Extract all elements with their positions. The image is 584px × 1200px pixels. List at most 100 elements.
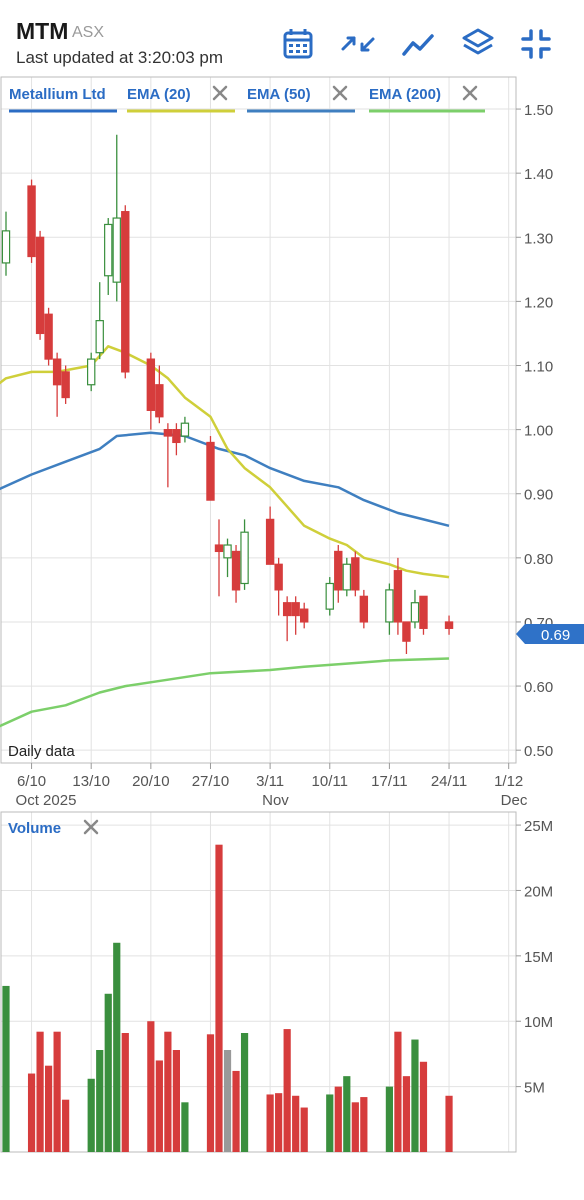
candle-body (1, 230, 11, 264)
volume-legend-label: Volume (8, 820, 61, 837)
legend-label: EMA (50) (247, 86, 311, 103)
candle-body (52, 358, 62, 386)
x-tick-label: 10/11 (312, 773, 348, 790)
volume-bar (113, 942, 121, 1152)
candle-body (419, 595, 428, 629)
remove-legend-button[interactable] (462, 85, 478, 101)
price-panel-frame (0, 76, 517, 764)
x-tick-label: 13/10 (72, 773, 110, 790)
candle (61, 365, 70, 404)
candle-body (35, 236, 45, 335)
candle (112, 134, 121, 302)
candle-body (146, 358, 156, 411)
candle-body (342, 563, 352, 591)
volume-bar (27, 1073, 36, 1152)
x-tick-label: 20/10 (132, 773, 170, 790)
candle-body (300, 608, 309, 623)
minimize-button[interactable] (516, 24, 556, 64)
price-y-tick-label: 1.30 (524, 230, 553, 247)
candle (351, 551, 360, 597)
candle (325, 577, 334, 616)
remove-volume-button[interactable] (83, 819, 99, 835)
price-y-tick-label: 0.50 (524, 743, 553, 760)
candle-body (240, 531, 249, 585)
candle-body (274, 563, 283, 591)
candle (342, 557, 352, 597)
candle-body (180, 422, 190, 437)
x-tick-label: 27/10 (192, 773, 230, 790)
ticker-symbol: MTM (16, 18, 69, 44)
volume-bar (326, 1094, 334, 1152)
last-price-value: 0.69 (541, 627, 570, 644)
volume-bar (147, 1021, 155, 1152)
x-tick-label: 6/10 (17, 773, 46, 790)
remove-legend-button[interactable] (332, 85, 348, 101)
candle (282, 596, 292, 642)
chart-type-button[interactable] (398, 24, 438, 64)
price-y-tick-label: 1.40 (524, 166, 553, 183)
candle (44, 307, 53, 366)
candle-body (163, 429, 173, 437)
legend-item-1: EMA (20) (127, 85, 235, 113)
compress-button[interactable] (338, 24, 378, 64)
candle (180, 416, 190, 443)
volume-bar (215, 844, 223, 1152)
volume-bar (394, 1031, 402, 1152)
last-price-tag-bg (516, 624, 584, 644)
calendar-button[interactable] (278, 24, 318, 64)
price-y-tick-label: 1.20 (524, 294, 553, 311)
candle-body (112, 217, 121, 283)
legend-item-2: EMA (50) (247, 85, 355, 113)
chart-legend: Metallium Ltd EMA (20) EMA (50) EMA (200) (9, 85, 485, 113)
legend-label: EMA (200) (369, 86, 441, 103)
legend-label: EMA (20) (127, 86, 191, 103)
minimize-icon (521, 29, 551, 59)
candle (334, 545, 343, 603)
candle (223, 538, 232, 578)
volume-bar (334, 1086, 342, 1152)
volume-y-tick-label: 25M (524, 818, 553, 835)
candle-body (27, 185, 36, 258)
candle-body (61, 371, 70, 399)
x-tick-label: 17/11 (371, 773, 407, 790)
volume-bar (300, 1107, 308, 1152)
candle-body (359, 595, 369, 623)
calendar-icon (283, 29, 313, 59)
remove-legend-button[interactable] (212, 85, 228, 101)
volume-y-tick-label: 20M (524, 883, 553, 900)
candle-body (104, 223, 113, 277)
layers-button[interactable] (458, 24, 498, 64)
candle-body (44, 313, 53, 360)
volume-bar (164, 1031, 172, 1152)
price-y-tick-label: 0.80 (524, 551, 553, 568)
candle-body (214, 544, 224, 553)
daily-data-label: Daily data (8, 743, 75, 760)
price-y-tick-label: 0.90 (524, 487, 553, 504)
candle-body (172, 429, 181, 444)
candle-body (334, 550, 343, 591)
candle-body (231, 550, 241, 591)
price-y-tick-label: 1.10 (524, 359, 553, 376)
x-tick-label: 3/11 (256, 773, 284, 790)
volume-bar (2, 985, 10, 1152)
volume-bar (385, 1086, 393, 1152)
price-gridlines (1, 77, 516, 763)
volume-bar (223, 1050, 232, 1152)
volume-y-axis: 25M 20M 15M 10M 5M (516, 818, 553, 1097)
volume-bar (419, 1061, 428, 1152)
volume-bar (36, 1031, 44, 1152)
compress-arrows-icon (341, 36, 375, 52)
volume-bar (343, 1076, 351, 1152)
candle-body (385, 589, 394, 623)
candle (231, 545, 241, 603)
candle (444, 615, 454, 635)
candle-body (393, 570, 403, 623)
candle-body (206, 441, 215, 501)
candle (172, 423, 181, 456)
volume-bar (53, 1031, 61, 1152)
volume-bar (232, 1070, 240, 1152)
volume-bar (121, 1033, 129, 1152)
close-icon (332, 85, 348, 101)
close-icon (462, 85, 478, 101)
